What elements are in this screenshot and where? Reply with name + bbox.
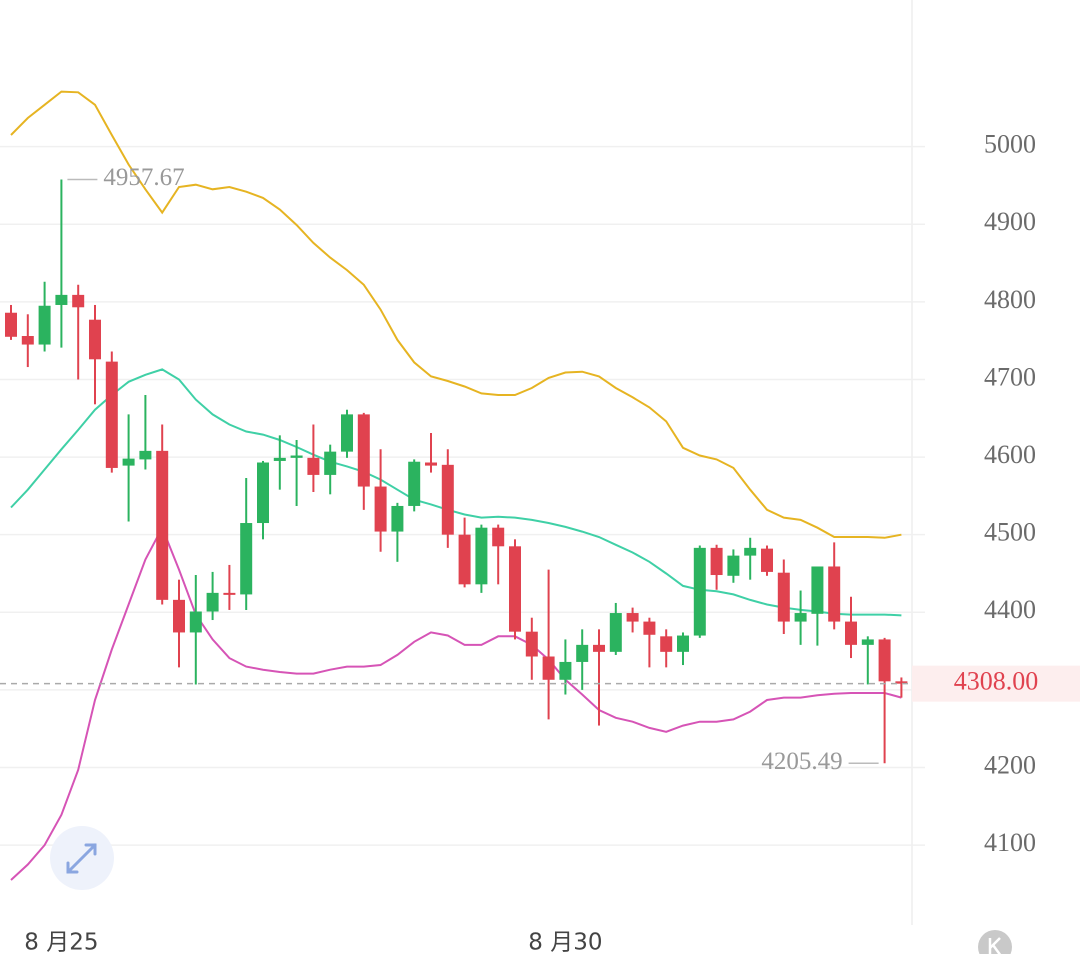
labels: 4100420043004400450046004700480049005000… — [0, 130, 1080, 956]
candle-body — [257, 462, 269, 524]
candle-body — [777, 572, 790, 622]
candle-body — [357, 414, 370, 487]
y-tick-label: 5000 — [984, 130, 1036, 159]
candle-body — [55, 294, 68, 305]
y-tick-label: 4600 — [984, 440, 1036, 469]
band-line — [10, 368, 902, 617]
candle-body — [542, 656, 555, 680]
candle-body — [206, 592, 219, 612]
candle-body — [525, 631, 538, 657]
candle-body — [677, 635, 689, 652]
candle-body — [828, 566, 841, 622]
candle-body — [845, 621, 857, 645]
expand-button[interactable] — [50, 826, 114, 890]
candle-body — [240, 523, 253, 595]
min-label: 4205.49 — [761, 748, 842, 775]
candle-body — [391, 505, 404, 532]
x-tick-label: 8 月30 — [528, 930, 602, 955]
candle-body — [727, 555, 740, 576]
candle-body — [139, 450, 152, 460]
candle-body — [861, 639, 874, 645]
candle-body — [5, 312, 17, 337]
candles — [5, 179, 908, 764]
candle-body — [425, 462, 437, 466]
candle-body — [156, 450, 169, 600]
max-label: 4957.67 — [103, 164, 184, 191]
y-tick-label: 4500 — [984, 518, 1036, 547]
candle-body — [794, 613, 807, 622]
candle-body — [89, 319, 101, 360]
candle-body — [761, 548, 773, 572]
candle-body — [576, 644, 589, 662]
candle-body — [72, 294, 85, 308]
candle-body — [122, 458, 135, 466]
candle-body — [290, 455, 303, 458]
candle-body — [593, 644, 605, 652]
candle-body — [374, 486, 387, 532]
candle-body — [626, 613, 639, 622]
candle-body — [660, 636, 673, 652]
y-tick-label: 4400 — [984, 595, 1036, 624]
y-tick-label: 4800 — [984, 285, 1036, 314]
candle-body — [223, 592, 236, 595]
y-tick-label: 4200 — [984, 750, 1036, 779]
y-tick-label: 4100 — [984, 828, 1036, 857]
candle-body — [189, 611, 202, 633]
candle-body — [408, 461, 421, 506]
candle-body — [710, 547, 723, 576]
candle-body — [559, 661, 572, 680]
y-tick-label: 4900 — [984, 207, 1036, 236]
candle-body — [509, 546, 521, 632]
candle-body — [441, 464, 454, 535]
candle-body — [273, 457, 286, 461]
candle-body — [307, 457, 320, 475]
candle-body — [38, 305, 51, 345]
last-price-label: 4308.00 — [954, 667, 1039, 696]
candle-body — [811, 566, 824, 614]
y-tick-label: 4700 — [984, 362, 1036, 391]
candle-body — [341, 414, 353, 452]
candle-body — [458, 534, 471, 585]
candle-body — [173, 599, 185, 633]
last-price-tag — [912, 665, 1080, 702]
band-line — [10, 90, 902, 539]
candle-body — [609, 613, 622, 652]
grid — [0, 145, 925, 846]
candle-body — [475, 527, 488, 585]
candle-body — [693, 547, 706, 636]
candle-body — [744, 547, 757, 556]
candle-body — [105, 361, 118, 468]
candle-body — [878, 639, 891, 682]
k-button[interactable] — [978, 930, 1012, 959]
candle-body — [895, 681, 908, 684]
candle-body — [21, 336, 34, 345]
x-tick-label: 8 月25 — [24, 930, 98, 955]
candle-body — [324, 451, 337, 475]
candle-body — [492, 527, 505, 547]
candle-body — [643, 621, 656, 635]
